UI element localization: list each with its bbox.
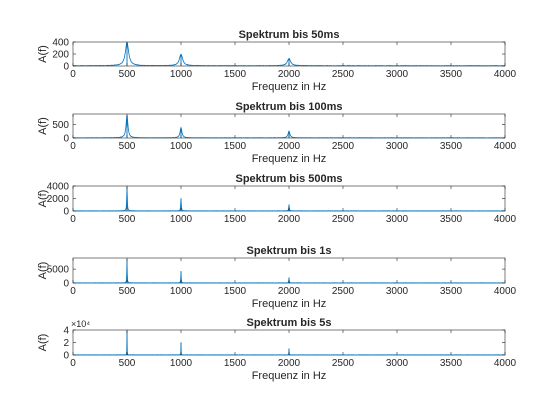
x-tick-label: 1000 (170, 69, 193, 80)
x-tick-label: 3500 (440, 358, 463, 369)
x-tick-label: 500 (119, 141, 136, 152)
x-tick-label: 1000 (170, 214, 193, 225)
y-axis-label: A(f) (37, 262, 49, 280)
y-multiplier-label: ×10⁴ (71, 319, 90, 329)
y-axis-label: A(f) (37, 45, 49, 63)
x-tick-label: 0 (70, 358, 76, 369)
x-tick-label: 0 (70, 141, 76, 152)
spectrum-line (72, 186, 506, 212)
x-tick-label: 3500 (440, 286, 463, 297)
spectrum-line (72, 329, 506, 356)
y-tick-label: 2000 (47, 194, 70, 205)
subplot-4: 0 500 1000 1500 2000 2500 3000 3500 400005000Spe… (37, 245, 517, 310)
x-tick-label: 2000 (278, 214, 301, 225)
y-axis-label: A(f) (37, 117, 49, 135)
y-tick-label: 0 (63, 62, 69, 73)
x-tick-label: 500 (119, 214, 136, 225)
x-tick-label: 0 (70, 214, 76, 225)
subplot-title: Spektrum bis 50ms (239, 29, 340, 41)
x-tick-label: 1500 (224, 286, 247, 297)
x-tick-label: 1000 (170, 358, 193, 369)
x-tick-label: 2000 (278, 69, 301, 80)
x-tick-label: 3000 (386, 69, 409, 80)
x-axis-label: Frequenz in Hz (252, 370, 327, 382)
x-tick-label: 500 (119, 358, 136, 369)
y-axis-label: A(f) (37, 334, 49, 352)
y-axis-label: A(f) (37, 190, 49, 208)
x-tick-label: 4000 (494, 214, 517, 225)
subplot-title: Spektrum bis 1s (247, 245, 332, 257)
y-tick-label: 0 (63, 207, 69, 218)
x-tick-label: 4000 (494, 141, 517, 152)
x-tick-label: 2500 (332, 286, 355, 297)
x-tick-label: 1500 (224, 358, 247, 369)
x-tick-label: 1000 (170, 286, 193, 297)
y-tick-label: 200 (52, 50, 69, 61)
x-tick-label: 2500 (332, 69, 355, 80)
x-tick-label: 2000 (278, 358, 301, 369)
spectrum-line (72, 114, 506, 139)
subplot-title: Spektrum bis 100ms (236, 101, 343, 113)
y-tick-label: 0 (63, 134, 69, 145)
x-tick-label: 2000 (278, 141, 301, 152)
x-tick-label: 3500 (440, 141, 463, 152)
x-tick-label: 3000 (386, 286, 409, 297)
x-tick-label: 4000 (494, 69, 517, 80)
y-tick-label: 4000 (47, 182, 70, 193)
spectrum-line (72, 259, 506, 284)
y-tick-label: 4 (63, 326, 69, 337)
x-tick-label: 3000 (386, 214, 409, 225)
y-tick-label: 500 (52, 120, 69, 131)
x-tick-label: 1000 (170, 141, 193, 152)
x-axis-label: Frequenz in Hz (252, 81, 327, 93)
x-tick-label: 3000 (386, 358, 409, 369)
subplot-3: 0 500 1000 1500 2000 2500 3000 3500 400002000400… (37, 173, 517, 225)
x-tick-label: 500 (119, 286, 136, 297)
y-tick-label: 0 (63, 279, 69, 290)
x-tick-label: 4000 (494, 358, 517, 369)
x-tick-label: 1500 (224, 141, 247, 152)
x-tick-label: 1500 (224, 214, 247, 225)
y-tick-label: 2 (63, 338, 69, 349)
x-tick-label: 3500 (440, 214, 463, 225)
y-tick-label: 5000 (47, 265, 70, 276)
x-tick-label: 0 (70, 69, 76, 80)
spectrum-line (72, 41, 506, 67)
subplot-title: Spektrum bis 5s (247, 317, 332, 329)
x-tick-label: 500 (119, 69, 136, 80)
x-tick-label: 2500 (332, 358, 355, 369)
x-tick-label: 3500 (440, 69, 463, 80)
y-tick-label: 400 (52, 38, 69, 49)
subplot-title: Spektrum bis 500ms (236, 173, 343, 185)
subplot-2: 0 500 1000 1500 2000 2500 3000 3500 40000500Spek… (37, 101, 517, 165)
x-tick-label: 1500 (224, 69, 247, 80)
x-axis-label: Frequenz in Hz (252, 298, 327, 310)
x-tick-label: 2500 (332, 141, 355, 152)
x-tick-label: 0 (70, 286, 76, 297)
x-tick-label: 2500 (332, 214, 355, 225)
x-tick-label: 3000 (386, 141, 409, 152)
x-tick-label: 2000 (278, 286, 301, 297)
y-tick-label: 0 (63, 351, 69, 362)
x-tick-label: 4000 (494, 286, 517, 297)
x-axis-label: Frequenz in Hz (252, 153, 327, 165)
